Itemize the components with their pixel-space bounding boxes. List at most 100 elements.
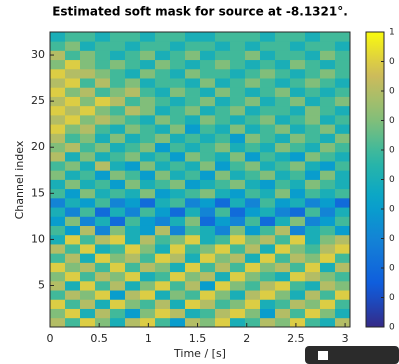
heatmap-cell <box>110 271 126 282</box>
heatmap-cell <box>125 179 141 190</box>
heatmap-cell <box>290 41 306 51</box>
heatmap-cell <box>200 253 216 263</box>
plot-frame <box>49 31 351 328</box>
heatmap-cell <box>170 299 186 309</box>
heatmap-cell <box>305 105 321 116</box>
heatmap-cell <box>320 234 336 245</box>
heatmap-cell <box>140 124 156 134</box>
heatmap-cell <box>245 216 261 226</box>
heatmap-cell <box>335 124 351 134</box>
heatmap-cell <box>110 96 126 107</box>
heatmap-cell <box>125 244 141 254</box>
heatmap-cell <box>320 59 336 70</box>
heatmap-cell <box>80 151 96 162</box>
heatmap-cell <box>185 133 201 144</box>
heatmap-cell <box>125 216 141 226</box>
heatmap-cell <box>290 68 306 79</box>
heatmap-cell <box>50 207 66 217</box>
heatmap-cell <box>335 32 351 42</box>
heatmap-cell <box>170 133 186 144</box>
heatmap-cell <box>260 105 276 116</box>
heatmap-cell <box>335 225 351 236</box>
heatmap-cell <box>140 161 156 171</box>
thumbnail-icon <box>318 351 328 360</box>
heatmap-cell <box>260 271 276 282</box>
heatmap-cell <box>245 68 261 79</box>
heatmap-cell <box>185 50 201 61</box>
heatmap-cell <box>200 78 216 88</box>
heatmap-cell <box>275 207 291 217</box>
heatmap-cell <box>140 234 156 245</box>
heatmap-cell <box>320 244 336 254</box>
heatmap-cell <box>170 41 186 51</box>
heatmap-cell <box>200 142 216 153</box>
heatmap-cell <box>50 179 66 190</box>
heatmap-cell <box>155 244 171 254</box>
heatmap-cell <box>305 188 321 199</box>
heatmap-cell <box>140 317 156 328</box>
heatmap-cell <box>275 161 291 171</box>
heatmap-cell <box>140 133 156 144</box>
heatmap-cell <box>305 68 321 79</box>
heatmap-cell <box>290 133 306 144</box>
heatmap-cell <box>65 317 81 328</box>
heatmap-cell <box>80 216 96 226</box>
heatmap-cell <box>65 68 81 79</box>
heatmap-cell <box>140 308 156 319</box>
heatmap-cell <box>230 234 246 245</box>
heatmap-cell <box>320 41 336 51</box>
heatmap-cell <box>245 78 261 88</box>
heatmap-cell <box>230 262 246 273</box>
heatmap-cell <box>50 105 66 116</box>
heatmap-cell <box>95 41 111 51</box>
heatmap-cell <box>335 114 351 125</box>
heatmap-cell <box>65 207 81 217</box>
heatmap-cell <box>110 244 126 254</box>
heatmap-cell <box>200 133 216 144</box>
heatmap-cell <box>125 78 141 88</box>
heatmap-cell <box>245 299 261 309</box>
heatmap-cell <box>80 308 96 319</box>
heatmap-cell <box>215 124 231 134</box>
window-thumbnail <box>305 346 399 364</box>
heatmap-cell <box>275 142 291 153</box>
heatmap-cell <box>50 78 66 88</box>
heatmap-cell <box>110 78 126 88</box>
heatmap-cell <box>65 253 81 263</box>
heatmap-cell <box>110 105 126 116</box>
heatmap-cell <box>230 41 246 51</box>
heatmap-cell <box>95 244 111 254</box>
heatmap-cell <box>155 124 171 134</box>
heatmap-cell <box>305 59 321 70</box>
heatmap-cell <box>230 317 246 328</box>
heatmap-cell <box>125 308 141 319</box>
heatmap-cell <box>275 188 291 199</box>
y-tick-label: 25 <box>31 94 45 107</box>
heatmap-cell <box>185 290 201 300</box>
y-tick-label: 20 <box>31 140 45 153</box>
heatmap-cell <box>275 253 291 263</box>
x-tick-label: 1.5 <box>189 332 207 345</box>
heatmap-cell <box>110 253 126 263</box>
y-tick-label: 5 <box>38 279 45 292</box>
heatmap-cell <box>200 280 216 291</box>
heatmap-cell <box>95 197 111 208</box>
heatmap-cell <box>305 280 321 291</box>
heatmap-cell <box>335 68 351 79</box>
heatmap-cell <box>290 216 306 226</box>
heatmap-cell <box>260 216 276 226</box>
heatmap-cell <box>320 262 336 273</box>
heatmap-cell <box>275 87 291 97</box>
heatmap-cell <box>185 244 201 254</box>
heatmap-cell <box>125 124 141 134</box>
heatmap-cell <box>65 170 81 180</box>
heatmap-cell <box>200 105 216 116</box>
heatmap-cell <box>200 59 216 70</box>
heatmap-cell <box>110 317 126 328</box>
heatmap-cell <box>305 244 321 254</box>
heatmap-cell <box>140 244 156 254</box>
heatmap-cell <box>200 179 216 190</box>
heatmap-cell <box>230 299 246 309</box>
heatmap-cell <box>200 114 216 125</box>
heatmap-cell <box>80 133 96 144</box>
